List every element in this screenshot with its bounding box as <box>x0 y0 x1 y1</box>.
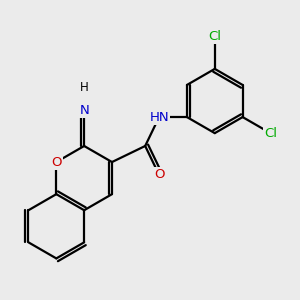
Text: Cl: Cl <box>264 127 277 140</box>
Text: N: N <box>79 104 89 117</box>
Text: O: O <box>154 168 164 182</box>
Text: H: H <box>80 81 88 94</box>
Text: HN: HN <box>149 111 169 124</box>
Text: Cl: Cl <box>208 30 221 43</box>
Text: O: O <box>51 155 62 169</box>
